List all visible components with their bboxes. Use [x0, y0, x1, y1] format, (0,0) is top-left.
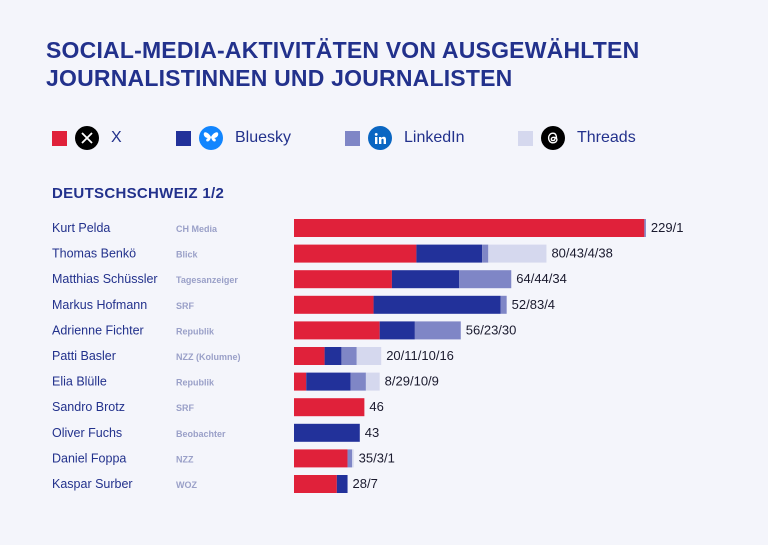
journalist-name: Adrienne Fichter [52, 323, 144, 337]
chart-title: SOCIAL-MEDIA-AKTIVITÄTEN VON AUSGEWÄHLTE… [46, 37, 640, 91]
bluesky-butterfly-icon [199, 126, 223, 150]
bar-segment-x [294, 244, 417, 263]
value-label: 20/11/10/16 [386, 348, 454, 363]
value-label: 28/7 [353, 476, 378, 491]
journalist-name: Sandro Brotz [52, 400, 125, 414]
bar-segment-x [294, 270, 392, 289]
bar-segment-bluesky [416, 244, 483, 263]
journalist-name: Thomas Benkö [52, 247, 136, 261]
outlet-label: NZZ [176, 454, 194, 464]
value-label: 43 [365, 425, 379, 440]
bar-segment-threads [365, 372, 380, 391]
bar-segment-bluesky [373, 295, 501, 314]
legend-label-threads: Threads [577, 129, 636, 146]
journalist-name: Kurt Pelda [52, 221, 110, 235]
bar-segment-linkedin [341, 347, 357, 365]
outlet-label: Beobachter [176, 429, 226, 439]
legend-swatch-threads [518, 130, 533, 146]
value-label: 80/43/4/38 [551, 246, 612, 261]
outlet-label: Tagesanzeiger [176, 275, 238, 285]
journalist-name: Patti Basler [52, 349, 116, 363]
bar-segment-linkedin [644, 219, 646, 237]
bar-segment-linkedin [347, 449, 353, 468]
bar-segment-threads [356, 347, 382, 365]
outlet-label: WOZ [176, 480, 197, 490]
bar-segment-bluesky [379, 321, 415, 340]
x-logo-icon [75, 126, 99, 150]
legend-item-linkedin: LinkedIn [345, 123, 465, 153]
legend: X Bluesky LinkedIn Threads [52, 123, 752, 153]
section-title: DEUTSCHSCHWEIZ 1/2 [52, 185, 225, 202]
bar-segment-x [294, 475, 337, 493]
bar-segment-linkedin [482, 244, 489, 263]
value-label: 56/23/30 [466, 322, 517, 337]
outlet-label: SRF [176, 403, 195, 413]
outlet-label: Blick [176, 250, 199, 260]
value-label: 52/83/4 [512, 297, 555, 312]
outlet-label: CH Media [176, 224, 218, 234]
bar-segment-threads [488, 244, 547, 263]
legend-item-threads: Threads [518, 123, 636, 153]
bar-segment-x [294, 219, 645, 237]
journalist-name: Markus Hofmann [52, 298, 147, 312]
bar-segment-x [294, 321, 380, 340]
journalist-name: Matthias Schüssler [52, 272, 158, 286]
value-label: 8/29/10/9 [385, 374, 439, 389]
journalist-name: Elia Blülle [52, 375, 107, 389]
legend-label-x: X [111, 129, 122, 146]
legend-swatch-linkedin [345, 130, 360, 146]
linkedin-logo-icon [368, 126, 392, 150]
legend-item-bluesky: Bluesky [176, 123, 291, 153]
legend-swatch-x [52, 130, 67, 146]
bar-segment-bluesky [324, 347, 342, 365]
outlet-label: SRF [176, 301, 195, 311]
bar-segment-linkedin [459, 270, 512, 289]
bar-segment-bluesky [306, 372, 351, 391]
outlet-label: Republik [176, 378, 215, 388]
bar-segment-bluesky [294, 423, 360, 442]
bar-segment-x [294, 449, 348, 468]
bar-segment-threads [352, 449, 354, 468]
journalist-name: Kaspar Surber [52, 477, 133, 491]
bar-segment-bluesky [336, 475, 348, 493]
outlet-label: NZZ (Kolumne) [176, 352, 241, 362]
journalist-name: Oliver Fuchs [52, 426, 122, 440]
outlet-label: Republik [176, 326, 215, 336]
threads-logo-icon [541, 126, 565, 150]
value-label: 64/44/34 [516, 271, 567, 286]
journalist-name: Daniel Foppa [52, 451, 126, 465]
bar-segment-x [294, 372, 307, 391]
bar-segment-x [294, 398, 365, 417]
value-label: 229/1 [651, 220, 684, 235]
bar-segment-linkedin [500, 295, 507, 314]
value-label: 46 [369, 399, 383, 414]
legend-label-bluesky: Bluesky [235, 129, 292, 146]
bar-segment-bluesky [391, 270, 460, 289]
bar-segment-linkedin [414, 321, 461, 340]
bar-segment-x [294, 347, 325, 365]
legend-item-x: X [52, 123, 122, 153]
value-label: 35/3/1 [359, 450, 395, 465]
bar-segment-x [294, 295, 374, 314]
legend-label-linkedin: LinkedIn [404, 129, 465, 146]
legend-swatch-bluesky [176, 130, 191, 146]
bar-segment-linkedin [350, 372, 366, 391]
